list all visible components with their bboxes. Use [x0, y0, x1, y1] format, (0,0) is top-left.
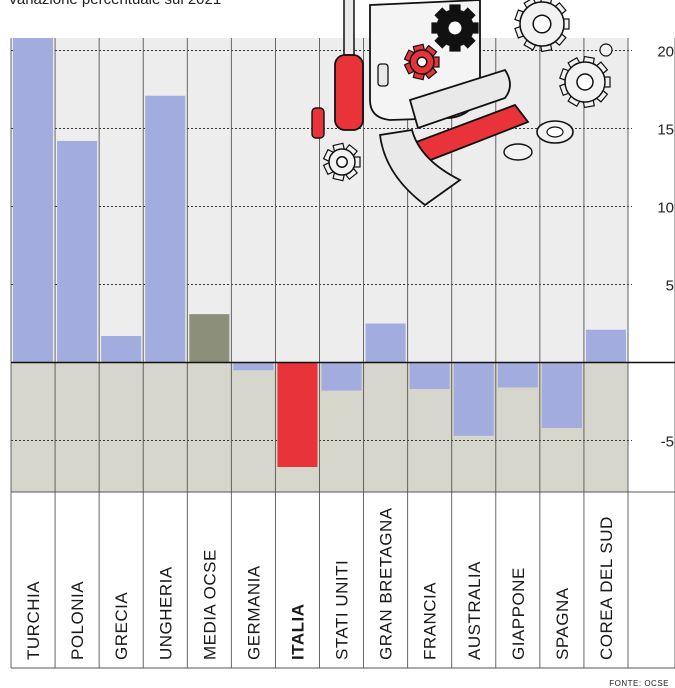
- gear-hole: [532, 14, 552, 34]
- bar-giappone: [497, 362, 538, 388]
- bolt-icon: [377, 63, 389, 87]
- bar-italia: [277, 362, 318, 468]
- y-tick-label: -5: [661, 434, 674, 451]
- x-tick-label: MEDIA OCSE: [200, 549, 219, 660]
- gear-hole: [416, 56, 428, 68]
- y-tick-label: 15: [657, 121, 674, 138]
- x-tick-label: UNGHERIA: [156, 566, 175, 660]
- bar-turchia: [13, 38, 54, 363]
- bar-francia: [409, 362, 450, 390]
- x-tick-label: AUSTRALIA: [465, 561, 484, 660]
- x-tick-label: GIAPPONE: [509, 567, 528, 660]
- y-tick-label: 10: [657, 199, 674, 216]
- bar-germania: [233, 362, 274, 371]
- washer-icon: [503, 143, 533, 161]
- gear-icon: [559, 55, 611, 109]
- x-tick-label: ITALIA: [288, 603, 307, 660]
- gear-hole: [447, 20, 463, 36]
- bar-polonia: [57, 140, 98, 363]
- x-tick-label: POLONIA: [68, 581, 87, 660]
- hammer-head: [378, 128, 462, 207]
- pipe-icon: [408, 68, 511, 130]
- x-tick-label: FRANCIA: [421, 582, 440, 660]
- bolt-icon: [311, 107, 325, 139]
- bar-gran-bretagna: [365, 323, 406, 363]
- bar-media-ocse: [189, 314, 230, 363]
- gear-icon: [403, 43, 440, 81]
- gear-icon: [431, 4, 479, 52]
- y-tick-label: 5: [666, 278, 674, 295]
- x-tick-label: GRAN BRETAGNA: [377, 507, 396, 660]
- bar-grecia: [101, 335, 142, 363]
- bar-ungheria: [145, 95, 186, 363]
- tools-illustration: [311, 0, 613, 207]
- washer-hole: [546, 126, 564, 138]
- bar-australia: [453, 362, 494, 436]
- x-tick-label: TURCHIA: [24, 581, 43, 660]
- x-tick-label: STATI UNITI: [333, 560, 352, 660]
- bar-spagna: [541, 362, 582, 429]
- x-tick-label: COREA DEL SUD: [597, 516, 616, 660]
- gear-hole: [576, 73, 594, 91]
- x-tick-label: SPAGNA: [553, 587, 572, 660]
- bar-stati-uniti: [321, 362, 362, 391]
- gear-hole: [336, 156, 348, 168]
- bead-icon: [599, 43, 613, 57]
- y-tick-label: 20: [657, 43, 674, 60]
- source-note: FONTE: OCSE: [609, 679, 669, 688]
- bar-corea-del-sud: [585, 329, 626, 363]
- x-tick-label: GERMANIA: [244, 565, 263, 660]
- gear-icon: [514, 0, 570, 53]
- x-tick-label: GRECIA: [112, 592, 131, 660]
- gear-icon: [322, 142, 361, 182]
- chart-title: Variazione percentuale sul 2021: [8, 0, 221, 8]
- screwdriver-handle: [334, 54, 364, 131]
- screwdriver-shaft: [343, 0, 355, 56]
